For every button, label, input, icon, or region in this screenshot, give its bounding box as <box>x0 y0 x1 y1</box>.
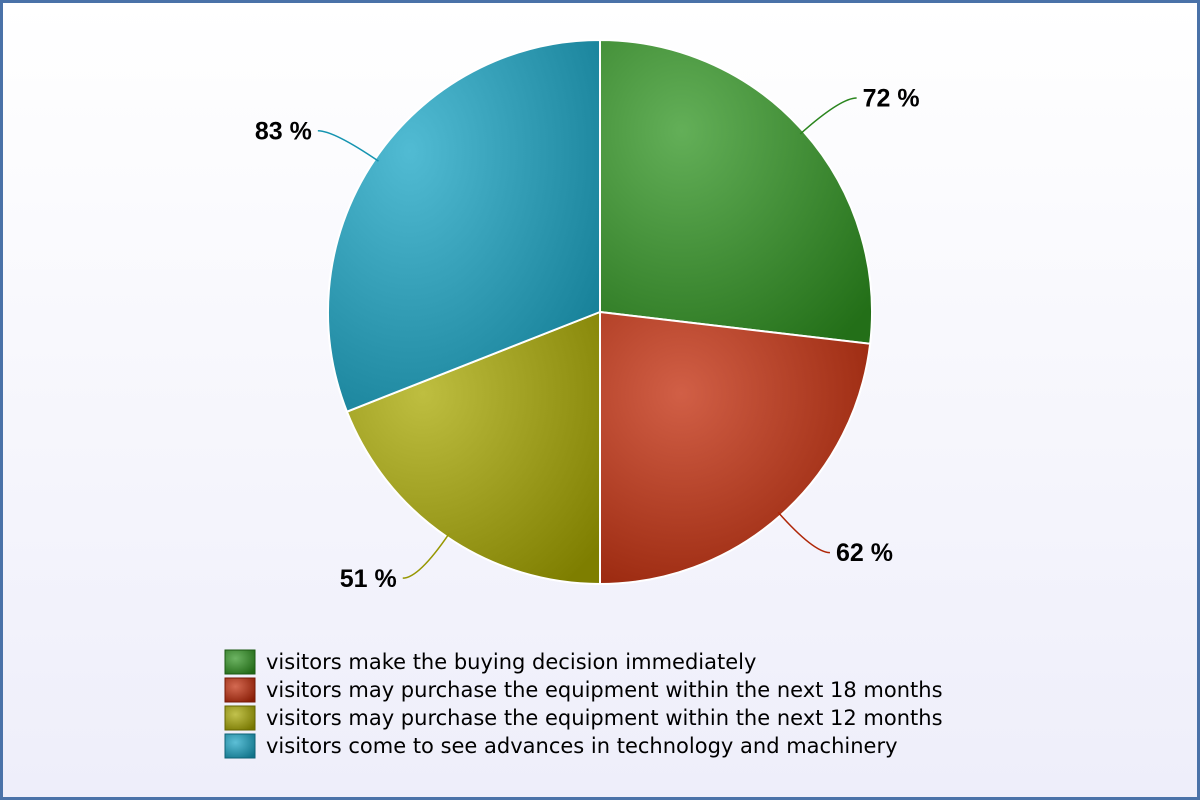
legend-label: visitors come to see advances in technol… <box>266 734 898 758</box>
data-label: 83 % <box>255 117 312 145</box>
data-label: 72 % <box>863 85 920 113</box>
legend-swatch <box>224 649 256 675</box>
leader-line <box>777 511 831 554</box>
legend-label: visitors make the buying decision immedi… <box>266 650 756 674</box>
data-label: 62 % <box>836 539 893 567</box>
legend-label: visitors may purchase the equipment with… <box>266 706 943 730</box>
leader-line <box>317 130 379 162</box>
leader-line <box>402 533 450 579</box>
legend: visitors make the buying decision immedi… <box>224 649 943 759</box>
legend-swatch <box>224 677 256 703</box>
data-label: 51 % <box>340 565 397 593</box>
leader-line <box>799 97 857 135</box>
legend-label: visitors may purchase the equipment with… <box>266 678 943 702</box>
pie: 72 % 62 % 51 % 83 % <box>255 38 920 593</box>
legend-swatch <box>224 733 256 759</box>
legend-swatch <box>224 705 256 731</box>
